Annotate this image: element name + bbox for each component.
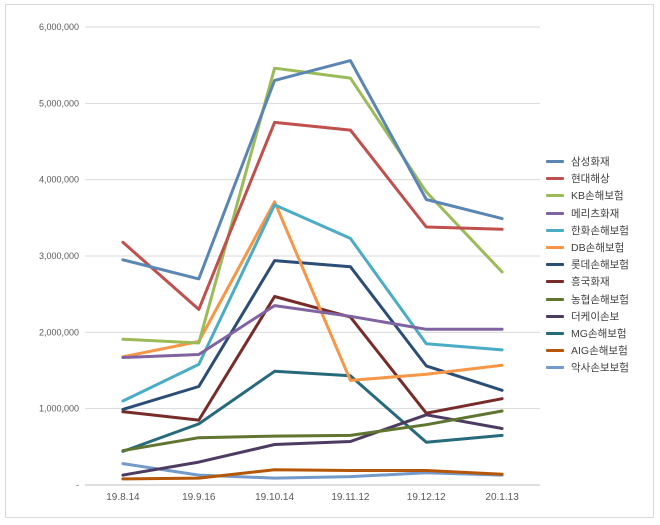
legend-item: 농협손해보험 [546,291,656,308]
legend-label: MG손해보험 [571,327,627,340]
series-line-농협손해보험 [121,409,504,453]
legend-item: 삼성화재 [546,153,656,170]
legend-swatch [546,160,564,164]
legend-swatch [546,280,564,284]
y-tick-label: 3,000,000 [39,251,79,261]
legend-item: 현대해상 [546,170,656,187]
series-line-메리츠화재 [121,304,504,359]
legend-item: 한화손해보험 [546,222,656,239]
series-line-흥국화재 [121,295,504,422]
legend-label: DB손해보험 [571,242,625,255]
legend-item: 흥국화재 [546,273,656,290]
legend-swatch [546,366,564,370]
x-tick-label: 19.8.14 [106,492,140,503]
legend-swatch [546,314,564,318]
legend-item: AIG손해보험 [546,342,656,359]
series-line-롯데손해보험 [121,259,504,411]
legend-item: 악사손보보험 [546,359,656,376]
series-line-MG손해보험 [121,369,504,453]
legend-swatch [546,297,564,301]
legend-label: 흥국화재 [571,276,610,289]
series-lines [121,59,504,481]
legend-label: 삼성화재 [571,156,610,169]
x-tick-label: 19.11.12 [331,492,370,503]
y-axis-ticks: - 1,000,000 2,000,000 3,000,000 4,000,000 5,0… [39,22,79,490]
x-tick-label: 19.10.14 [255,492,294,503]
legend-swatch [546,177,564,181]
series-line-한화손해보험 [121,203,504,403]
legend-item: MG손해보험 [546,325,656,342]
legend-swatch [546,194,564,198]
legend-swatch [546,263,564,267]
legend-item: DB손해보험 [546,239,656,256]
legend-label: 메리츠화재 [571,207,620,220]
y-tick-label: 1,000,000 [39,404,79,414]
y-tick-label: 4,000,000 [39,175,79,185]
legend-swatch [546,331,564,335]
y-tick-label: 5,000,000 [39,98,79,108]
legend-label: AIG손해보험 [571,345,628,358]
x-axis-ticks: 19.8.14 19.9.16 19.10.14 19.11.12 19.12.12 20… [106,492,519,503]
series-line-현대해상 [121,120,504,311]
series-line-KB손해보험 [121,66,504,345]
gridlines [85,26,540,486]
legend-item: 메리츠화재 [546,205,656,222]
series-line-AIG손해보험 [121,468,504,481]
legend-item: KB손해보험 [546,187,656,204]
y-tick-label: 6,000,000 [39,22,79,32]
legend-item: 더케이손보 [546,308,656,325]
series-line-더케이손보 [121,413,504,477]
legend-item: 롯데손해보험 [546,256,656,273]
chart-frame [5,4,654,518]
legend-swatch [546,246,564,250]
legend-swatch [546,349,564,353]
legend-swatch [546,228,564,232]
x-tick-label: 19.12.12 [407,492,446,503]
legend-label: 한화손해보험 [571,224,629,237]
legend-label: 더케이손보 [571,310,620,323]
legend-label: KB손해보험 [571,190,624,203]
legend-label: 농협손해보험 [571,293,629,306]
series-line-악사손보보험 [121,462,504,480]
series-line-삼성화재 [121,59,504,281]
series-line-DB손해보험 [121,200,504,382]
y-tick-label: - [76,480,79,490]
legend-label: 현대해상 [571,173,610,186]
legend-label: 악사손보보험 [571,362,629,375]
x-tick-label: 20.1.13 [485,492,519,503]
y-tick-label: 2,000,000 [39,327,79,337]
legend-swatch [546,211,564,215]
x-tick-label: 19.9.16 [182,492,216,503]
legend-label: 롯데손해보험 [571,259,629,272]
